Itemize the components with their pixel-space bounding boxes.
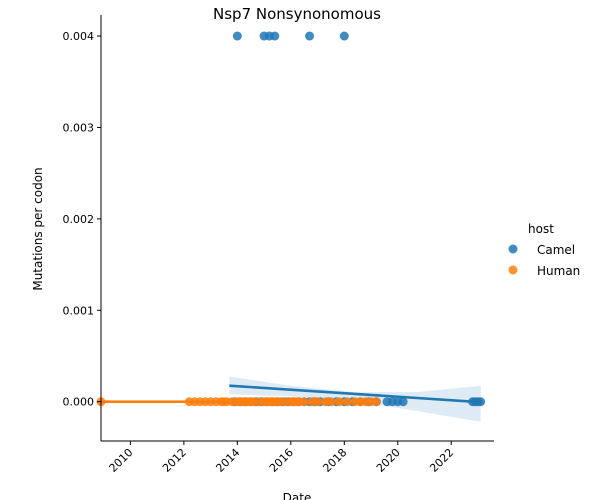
x-tick-label: 2016 bbox=[267, 446, 296, 475]
y-tick-label: 0.001 bbox=[63, 304, 95, 317]
y-tick-label: 0.004 bbox=[63, 30, 95, 43]
legend-label-human: Human bbox=[537, 264, 580, 278]
y-tick-label: 0.002 bbox=[63, 213, 95, 226]
y-tick-label: 0.000 bbox=[63, 396, 95, 409]
x-tick-label: 2022 bbox=[427, 446, 456, 475]
y-axis-label: Mutations per codon bbox=[31, 167, 45, 290]
x-tick-label: 2020 bbox=[374, 446, 403, 475]
x-axis: 2010 2012 2014 2016 2018 2020 2022 bbox=[101, 440, 494, 475]
regression-line-camel bbox=[229, 384, 481, 404]
y-axis: 0.000 0.001 0.002 0.003 0.004 bbox=[63, 15, 102, 441]
x-axis-label: Date bbox=[283, 491, 312, 500]
data-point bbox=[339, 31, 349, 41]
x-tick-label: 2012 bbox=[160, 446, 189, 475]
data-point bbox=[398, 397, 408, 407]
y-tick-label: 0.003 bbox=[63, 121, 95, 134]
x-tick-label: 2014 bbox=[213, 446, 242, 475]
legend-marker-human bbox=[508, 265, 518, 275]
legend: host Camel Human bbox=[508, 222, 580, 278]
data-point bbox=[305, 31, 315, 41]
series-camel bbox=[230, 31, 486, 407]
legend-marker-camel bbox=[508, 244, 518, 254]
x-tick-label: 2010 bbox=[107, 446, 136, 475]
chart-title: Nsp7 Nonsynonomous bbox=[213, 5, 381, 23]
plot-area bbox=[96, 31, 486, 422]
data-point bbox=[270, 31, 280, 41]
legend-title: host bbox=[528, 222, 554, 236]
x-tick-label: 2018 bbox=[320, 446, 349, 475]
legend-label-camel: Camel bbox=[537, 243, 575, 257]
data-point bbox=[232, 31, 242, 41]
